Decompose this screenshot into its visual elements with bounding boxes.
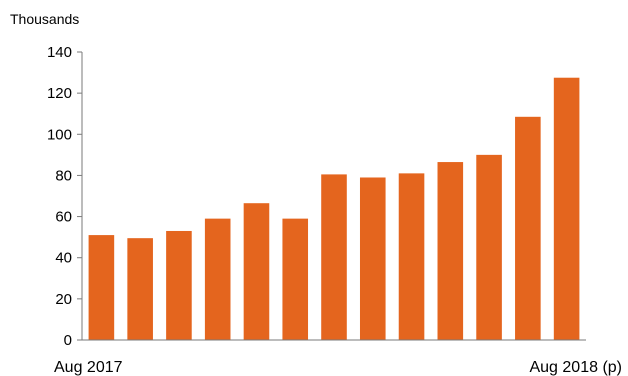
y-axis-ticks: 0 20 40 60 80 100 120 140 xyxy=(47,44,82,349)
bar xyxy=(127,238,153,340)
bar-series xyxy=(88,77,580,341)
bar xyxy=(88,235,115,340)
y-tick-label: 20 xyxy=(55,291,72,308)
bar xyxy=(359,177,386,340)
bar xyxy=(166,230,192,340)
y-tick-label: 0 xyxy=(64,332,72,349)
y-axis-unit-label: Thousands xyxy=(10,11,79,27)
bar xyxy=(515,116,541,340)
y-tick-label: 60 xyxy=(55,209,72,226)
x-tick-label-end: Aug 2018 (p) xyxy=(529,359,622,376)
bar xyxy=(243,203,270,340)
y-tick-label: 120 xyxy=(47,85,72,102)
y-tick-label: 140 xyxy=(47,44,72,61)
y-tick-label: 100 xyxy=(47,126,72,143)
bar xyxy=(553,77,580,341)
bar xyxy=(437,162,464,340)
x-tick-label-start: Aug 2017 xyxy=(54,359,123,376)
bar xyxy=(476,154,502,340)
y-tick-label: 80 xyxy=(55,167,72,184)
bar xyxy=(321,174,347,340)
bar xyxy=(282,218,309,340)
bar xyxy=(398,173,425,340)
bar xyxy=(204,218,231,340)
y-tick-label: 40 xyxy=(55,250,72,267)
